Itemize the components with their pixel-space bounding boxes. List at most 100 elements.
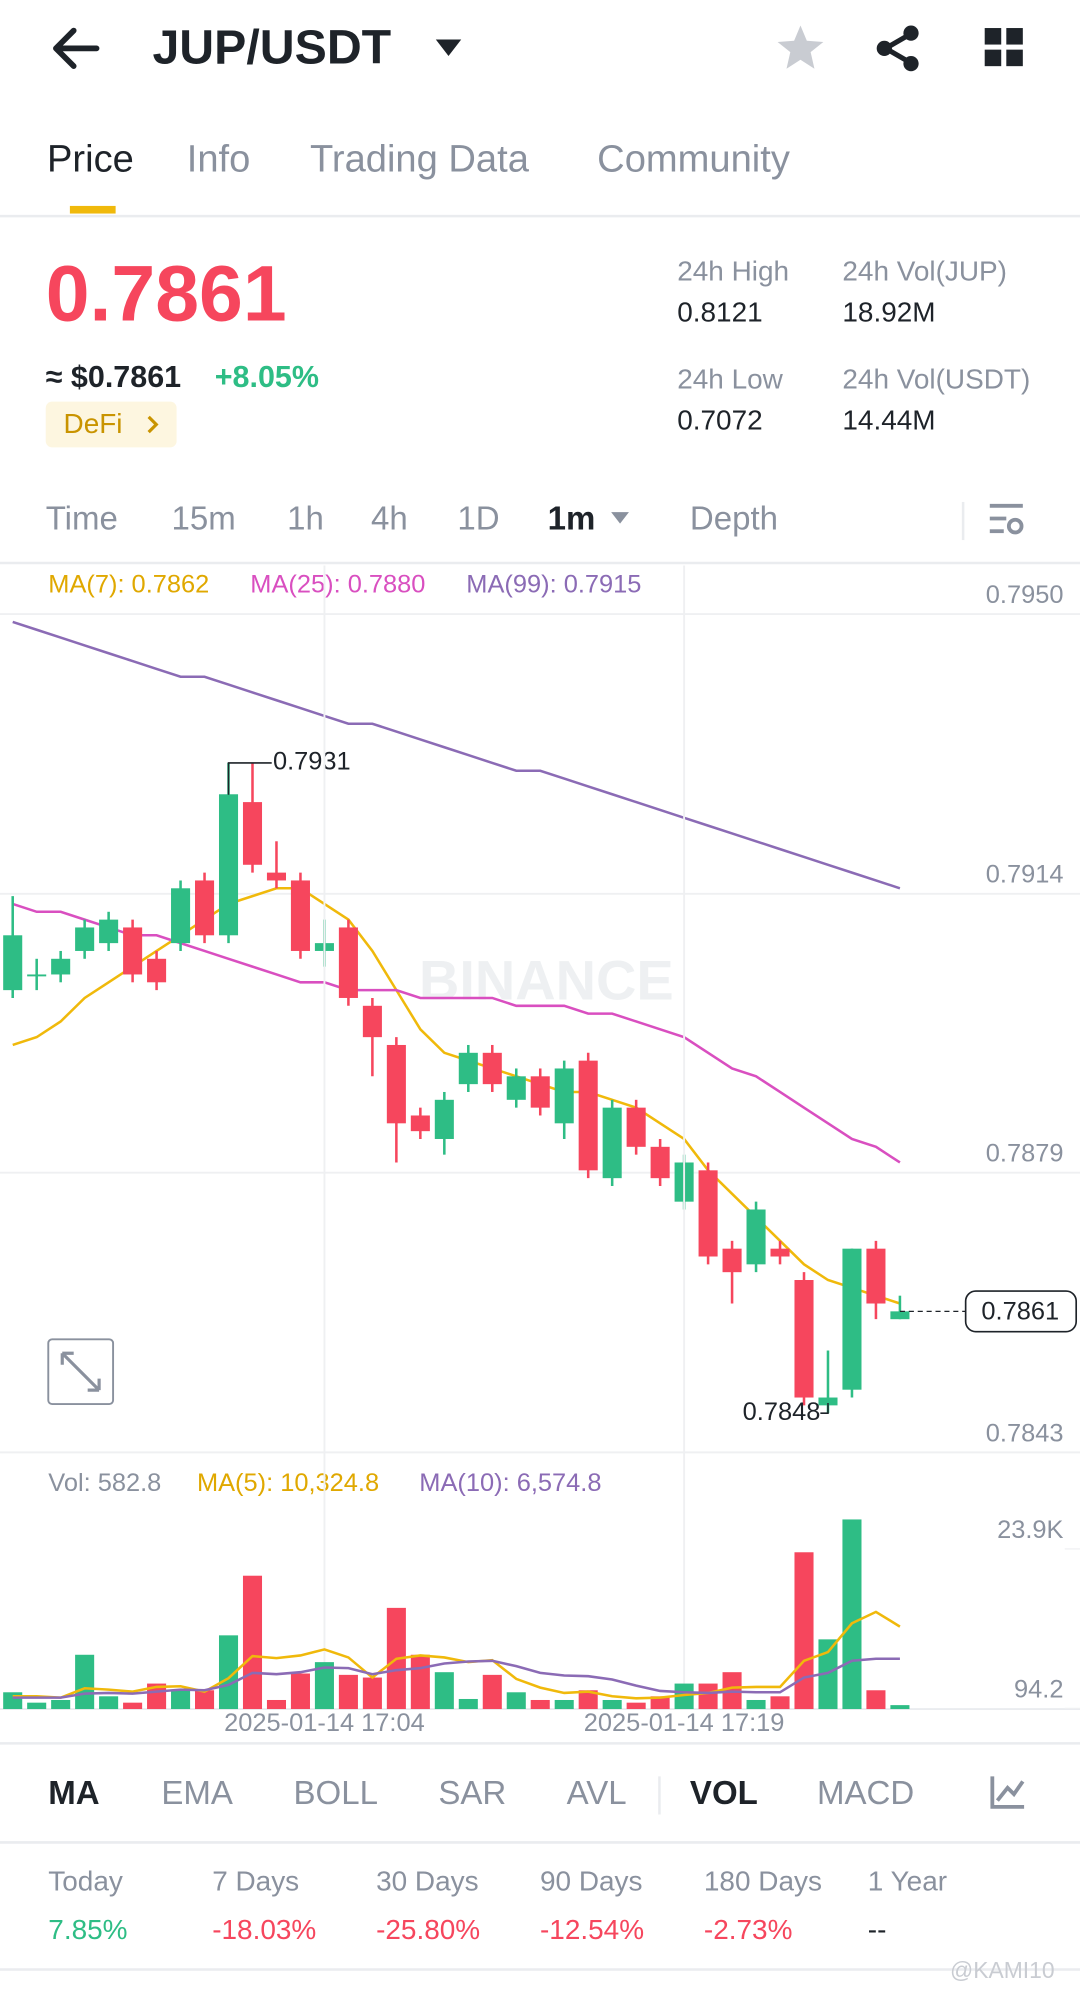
- perf-label: Today: [48, 1865, 123, 1896]
- pair-title[interactable]: JUP/USDT: [152, 21, 391, 75]
- ma-line: [12, 902, 901, 1164]
- volume-bar: [866, 1690, 886, 1710]
- volume-bar: [698, 1683, 718, 1710]
- volume-bar: [674, 1683, 694, 1710]
- pair-dropdown[interactable]: [435, 39, 462, 56]
- candle-body: [338, 927, 358, 998]
- interval[interactable]: 1h: [287, 500, 324, 537]
- volume-bar: [218, 1635, 239, 1710]
- candle-body: [218, 794, 239, 936]
- candle-body: [99, 919, 119, 944]
- volume-bar: [794, 1552, 814, 1710]
- candle-body: [266, 872, 287, 881]
- interval[interactable]: Time: [46, 500, 118, 537]
- tag-label[interactable]: DeFi: [64, 408, 123, 439]
- interval[interactable]: 4h: [371, 500, 408, 537]
- perf-label: 90 Days: [540, 1865, 643, 1896]
- stat-value: 18.92M: [842, 296, 935, 327]
- perf-value: --: [868, 1914, 887, 1945]
- low-label: 0.7848: [743, 1398, 821, 1426]
- tab-indicator: [69, 205, 116, 214]
- stat-value: 0.8121: [677, 296, 762, 327]
- share-icon[interactable]: [876, 25, 919, 72]
- vol-legend: MA(5): 10,324.8: [197, 1469, 379, 1497]
- tab[interactable]: Info: [187, 139, 251, 181]
- perf-label: 30 Days: [376, 1865, 479, 1896]
- high-label: 0.7931: [273, 748, 351, 776]
- candle-body: [818, 1397, 838, 1406]
- last-price-label: 0.7861: [981, 1297, 1059, 1325]
- volume-bar: [602, 1699, 622, 1710]
- indicator-settings-icon[interactable]: [990, 1776, 1025, 1809]
- perf-value: -25.80%: [376, 1914, 480, 1945]
- interval[interactable]: 1m: [548, 500, 596, 537]
- candle-body: [458, 1052, 478, 1085]
- tab[interactable]: Community: [597, 139, 790, 181]
- candle-body: [195, 880, 215, 936]
- usd-price: ≈ $0.7861: [46, 360, 181, 394]
- favorite-icon[interactable]: [777, 25, 824, 69]
- vol-legend: Vol: 582.8: [48, 1469, 161, 1497]
- candle-body: [290, 880, 310, 951]
- volume-bar: [171, 1690, 191, 1710]
- stat-label: 24h Low: [677, 364, 783, 395]
- stat-value: 14.44M: [842, 404, 935, 435]
- chart-area: 0.7950 0.7914 0.7879 0.7843 0.7931 0.7848 0.78…: [0, 565, 1080, 1737]
- candle-body: [842, 1248, 862, 1390]
- ma-legend: MA(99): 0.7915: [466, 571, 641, 599]
- tag-chevron: [147, 415, 159, 434]
- volume-bar: [530, 1699, 550, 1710]
- interval[interactable]: Depth: [690, 500, 778, 537]
- volume-bar: [554, 1699, 574, 1710]
- volume-bar: [242, 1575, 263, 1710]
- indicator[interactable]: BOLL: [294, 1774, 378, 1811]
- ma-legend: MA(25): 0.7880: [250, 571, 425, 599]
- indicator[interactable]: SAR: [438, 1774, 506, 1811]
- tab[interactable]: Trading Data: [310, 139, 530, 181]
- candle-body: [866, 1248, 886, 1304]
- vol-legend: MA(10): 6,574.8: [419, 1469, 601, 1497]
- volume-bar: [458, 1698, 478, 1710]
- last-price: 0.7861: [46, 250, 287, 338]
- indicator[interactable]: AVL: [567, 1774, 627, 1811]
- volume-bar: [195, 1690, 215, 1710]
- x-tick-label: 2025-01-14 17:04: [224, 1709, 425, 1737]
- credit: @KAMI10: [950, 1957, 1055, 1983]
- chart-settings-icon[interactable]: [989, 503, 1024, 535]
- interval-dropdown[interactable]: [611, 512, 629, 524]
- indicator[interactable]: MACD: [817, 1774, 914, 1811]
- ma-line: [12, 620, 901, 890]
- candle-body: [746, 1209, 766, 1265]
- candle-body: [578, 1060, 598, 1171]
- volume-bar: [770, 1696, 790, 1710]
- volume-bar: [818, 1639, 838, 1710]
- volume-bar: [51, 1699, 71, 1710]
- candle-body: [698, 1170, 718, 1257]
- tag-chip[interactable]: [45, 401, 177, 448]
- interval[interactable]: 15m: [172, 500, 236, 537]
- interval[interactable]: 1D: [457, 500, 499, 537]
- tab[interactable]: Price: [47, 139, 134, 181]
- volume-bar: [266, 1699, 287, 1710]
- candle-body: [626, 1107, 646, 1147]
- y-tick-label: 94.2: [1014, 1675, 1063, 1703]
- layout-icon[interactable]: [984, 28, 1023, 67]
- candle-body: [75, 927, 95, 951]
- candle-body: [554, 1068, 574, 1124]
- indicator[interactable]: VOL: [690, 1774, 758, 1811]
- back-button[interactable]: [53, 27, 100, 70]
- indicator[interactable]: EMA: [161, 1774, 233, 1811]
- candle-body: [410, 1115, 430, 1132]
- perf-value: -2.73%: [704, 1914, 793, 1945]
- stat-value: 0.7072: [677, 404, 762, 435]
- volume-bar: [99, 1696, 119, 1710]
- indicator[interactable]: MA: [48, 1774, 99, 1811]
- perf-label: 7 Days: [212, 1865, 299, 1896]
- candle-body: [530, 1076, 550, 1108]
- volume-bar: [362, 1677, 382, 1710]
- candle-body: [3, 935, 23, 991]
- candle-body: [650, 1146, 670, 1179]
- y-tick-label: 0.7950: [986, 581, 1064, 609]
- perf-label: 180 Days: [704, 1865, 822, 1896]
